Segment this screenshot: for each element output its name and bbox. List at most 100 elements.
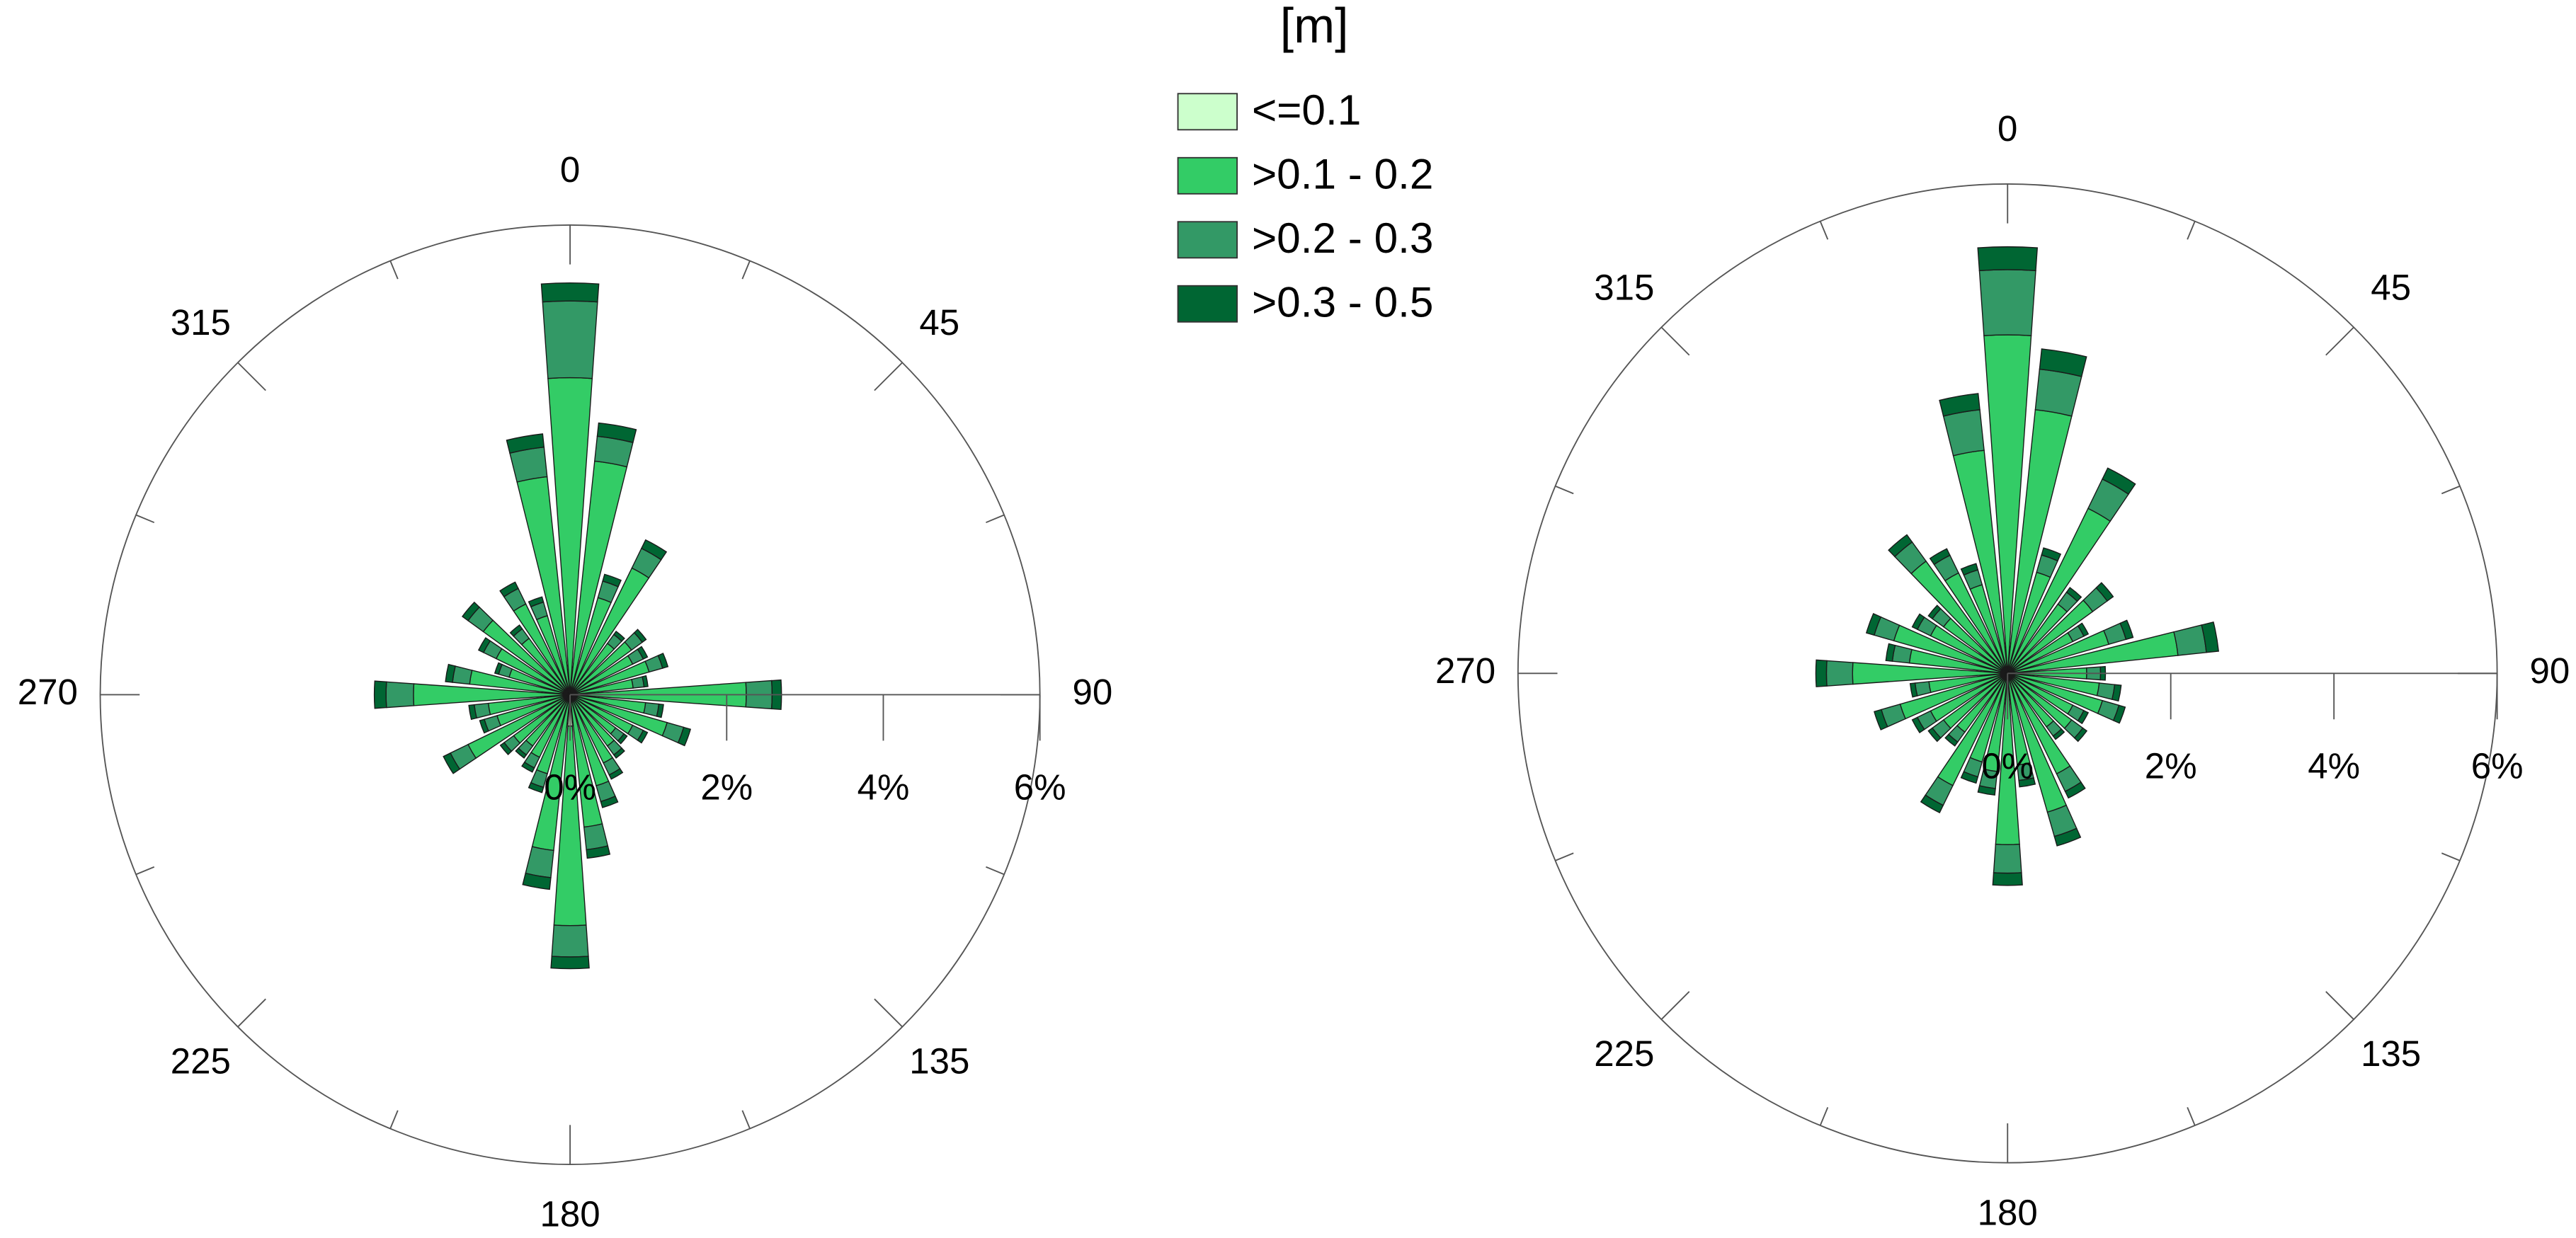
direction-label: 135: [2361, 1033, 2421, 1074]
bar-segment: [528, 596, 545, 608]
bar-segment: [596, 422, 637, 444]
bar-segment: [2077, 709, 2090, 725]
bar-segment: [602, 573, 622, 588]
direction-label: 180: [540, 1194, 600, 1234]
bar-segment: [499, 742, 513, 755]
bar-segment: [509, 624, 523, 637]
bar-segment: [2201, 621, 2219, 653]
legend-label: >0.1 - 0.2: [1252, 150, 1434, 198]
minor-tick: [135, 866, 155, 876]
bar-segment: [656, 703, 664, 718]
direction-label: 90: [2529, 650, 2570, 691]
bar-segment: [1911, 613, 1925, 631]
bar-segment: [1960, 563, 1979, 576]
bar-segment: [2052, 728, 2065, 740]
legend-label: >0.3 - 0.5: [1252, 278, 1434, 326]
bar-segment: [2112, 704, 2126, 724]
bar-segment: [528, 781, 545, 793]
direction-tick: [2325, 326, 2354, 356]
direction-tick: [874, 998, 903, 1028]
bar-segment: [452, 665, 473, 685]
windrose-chart: 0 45 90 135 180 225 270 315 0% 2% 4% 6%: [1435, 108, 2570, 1232]
bar-segment: [1825, 660, 1854, 687]
direction-label: 315: [1594, 267, 1654, 307]
radial-tick-label: 2%: [700, 767, 753, 808]
minor-tick: [1819, 221, 1829, 240]
bar-segment: [1993, 843, 2022, 874]
bar-segment: [515, 747, 528, 759]
bar-segment: [1977, 785, 1996, 796]
legend-swatch: [1177, 285, 1238, 323]
bar-segment: [612, 631, 625, 642]
minor-tick: [741, 1110, 751, 1129]
bar-segment: [1865, 613, 1882, 636]
bar-segment: [642, 675, 649, 688]
radial-tick-label: 0%: [1981, 745, 2034, 786]
bar-segment: [2173, 624, 2207, 656]
direction-tick: [1660, 991, 1690, 1020]
minor-tick: [986, 866, 1005, 876]
legend-swatch: [1177, 156, 1238, 195]
minor-tick: [135, 514, 155, 524]
bar-segment: [1914, 681, 1932, 697]
minor-tick: [741, 260, 751, 280]
minor-tick: [1555, 852, 1574, 861]
bar-segment: [1927, 604, 1942, 620]
bar-segment: [474, 702, 491, 719]
bar-segment: [477, 637, 491, 653]
bar-segment: [479, 718, 489, 734]
legend-swatch: [1177, 93, 1238, 131]
bar-segment: [612, 747, 625, 759]
bar-segment: [550, 956, 590, 970]
bar-segment: [600, 796, 619, 808]
minor-tick: [2441, 852, 2461, 861]
bar-segment: [2065, 587, 2082, 602]
bar-segment: [2077, 622, 2090, 637]
bar-segment: [522, 872, 552, 890]
bar-segment: [2111, 684, 2122, 702]
bar-segment: [1874, 709, 1888, 730]
radial-tick-label: 6%: [2471, 745, 2524, 786]
bar-segment: [2053, 827, 2082, 847]
windrose-chart: 0 45 90 135 180 225 270 315 0% 2% 4% 6%: [18, 149, 1113, 1234]
bar-segment: [1920, 794, 1944, 814]
direction-label: 45: [919, 302, 959, 343]
radial-tick-label: 4%: [857, 767, 910, 808]
bar-segment: [551, 924, 589, 958]
bar-segment: [1960, 771, 1979, 784]
bar-segment: [1885, 643, 1896, 662]
radial-tick-label: 2%: [2145, 745, 2197, 786]
direction-label: 270: [18, 672, 78, 712]
minor-tick: [1555, 485, 1574, 495]
radial-tick-label: 6%: [1014, 767, 1066, 808]
bar-segment: [2119, 619, 2134, 641]
minor-tick: [389, 260, 399, 280]
minor-tick: [2187, 221, 2196, 240]
bar-segment: [657, 653, 669, 669]
bar-segment: [1978, 269, 2036, 336]
direction-tick: [874, 362, 903, 391]
direction-tick: [1660, 326, 1690, 356]
direction-label: 225: [171, 1041, 231, 1082]
bar-segment: [443, 752, 461, 774]
bar-segment: [643, 701, 660, 717]
legend-label: <=0.1: [1252, 86, 1361, 134]
bar-segment: [2102, 467, 2136, 495]
bar-segment: [2095, 582, 2114, 602]
bar-segment: [494, 662, 503, 675]
minor-tick: [389, 1110, 399, 1129]
legend-swatch: [1177, 221, 1238, 259]
radial-tick-label: 0%: [544, 767, 596, 808]
direction-label: 180: [1978, 1192, 2038, 1232]
bar-segment: [1927, 727, 1942, 743]
legend-label: >0.2 - 0.3: [1252, 214, 1434, 262]
bar-segment: [1909, 682, 1918, 698]
minor-tick: [986, 514, 1005, 524]
bar-segment: [2018, 777, 2036, 788]
bar-segment: [373, 680, 387, 709]
bar-segment: [617, 733, 628, 745]
minor-tick: [2441, 485, 2461, 495]
bar-segment: [608, 768, 624, 780]
direction-label: 225: [1594, 1033, 1654, 1074]
